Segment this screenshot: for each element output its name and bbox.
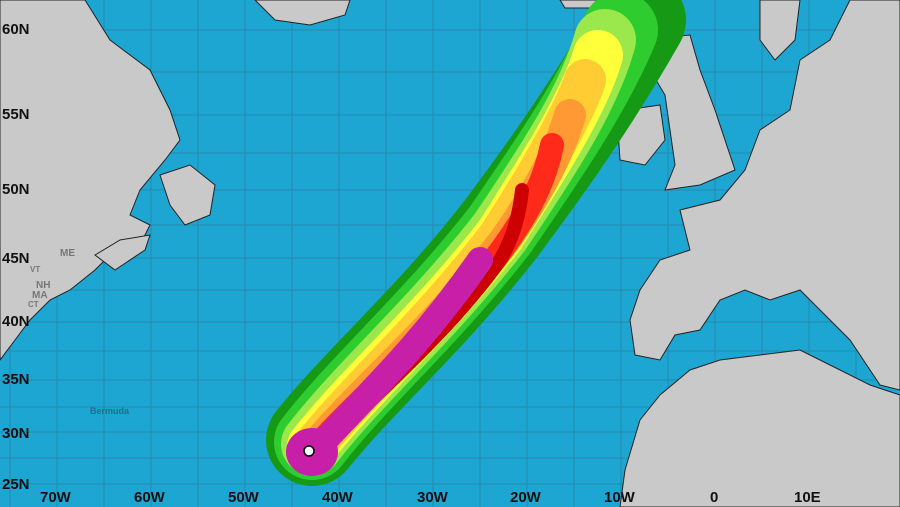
africa [619, 349, 900, 507]
nova-scotia [94, 234, 151, 271]
lat-label: 45N [2, 250, 30, 267]
lon-label: 0 [710, 489, 719, 506]
lat-label: 25N [2, 476, 30, 493]
scandinavia [759, 0, 801, 61]
lat-label: 55N [2, 106, 30, 123]
state-label: MA [32, 290, 48, 301]
lon-label: 50W [228, 489, 259, 506]
lon-label: 20W [510, 489, 541, 506]
great-britain [639, 34, 736, 191]
lon-label: 30W [417, 489, 448, 506]
lon-label: 10E [794, 489, 821, 506]
lat-label: 50N [2, 181, 30, 198]
state-label: CT [28, 300, 39, 309]
storm-position-marker [303, 445, 315, 457]
north-america [0, 0, 181, 361]
newfoundland [159, 164, 216, 226]
state-label: NH [36, 280, 51, 291]
state-label: ME [60, 248, 75, 259]
lon-label: 70W [40, 489, 71, 506]
lon-label: 40W [322, 489, 353, 506]
lat-label: 35N [2, 371, 30, 388]
greenland [254, 0, 351, 26]
state-label: VT [30, 265, 41, 274]
lat-label: 30N [2, 425, 30, 442]
lon-label: 60W [134, 489, 165, 506]
lon-label: 10W [604, 489, 635, 506]
lat-label: 40N [2, 313, 30, 330]
europe [629, 0, 900, 391]
lat-label: 60N [2, 21, 30, 38]
wind-swath [266, 0, 686, 486]
bermuda-label: Bermuda [90, 406, 130, 416]
